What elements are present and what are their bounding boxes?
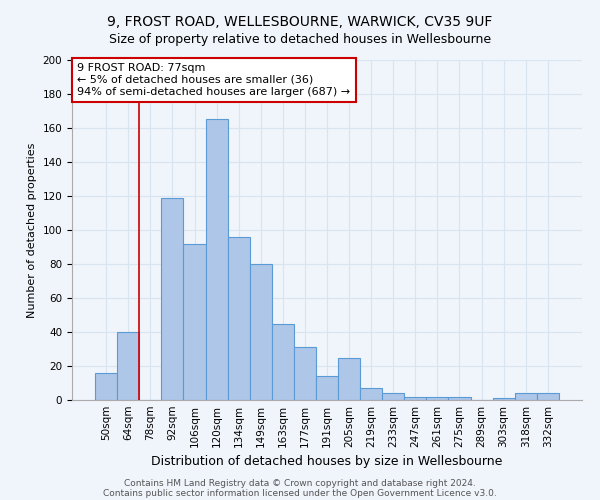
X-axis label: Distribution of detached houses by size in Wellesbourne: Distribution of detached houses by size … xyxy=(151,456,503,468)
Text: 9 FROST ROAD: 77sqm
← 5% of detached houses are smaller (36)
94% of semi-detache: 9 FROST ROAD: 77sqm ← 5% of detached hou… xyxy=(77,64,350,96)
Bar xyxy=(427,396,448,400)
Bar xyxy=(382,393,404,400)
Bar xyxy=(294,348,316,400)
Bar xyxy=(184,244,206,400)
Bar xyxy=(493,398,515,400)
Bar xyxy=(95,373,117,400)
Bar xyxy=(515,393,537,400)
Text: Contains HM Land Registry data © Crown copyright and database right 2024.: Contains HM Land Registry data © Crown c… xyxy=(124,478,476,488)
Bar xyxy=(316,376,338,400)
Bar xyxy=(206,120,227,400)
Bar xyxy=(272,324,294,400)
Bar xyxy=(360,388,382,400)
Bar xyxy=(448,396,470,400)
Bar xyxy=(537,393,559,400)
Y-axis label: Number of detached properties: Number of detached properties xyxy=(27,142,37,318)
Bar xyxy=(227,237,250,400)
Text: Size of property relative to detached houses in Wellesbourne: Size of property relative to detached ho… xyxy=(109,32,491,46)
Bar xyxy=(404,396,427,400)
Bar xyxy=(161,198,184,400)
Bar xyxy=(250,264,272,400)
Text: Contains public sector information licensed under the Open Government Licence v3: Contains public sector information licen… xyxy=(103,488,497,498)
Bar xyxy=(338,358,360,400)
Bar xyxy=(117,332,139,400)
Text: 9, FROST ROAD, WELLESBOURNE, WARWICK, CV35 9UF: 9, FROST ROAD, WELLESBOURNE, WARWICK, CV… xyxy=(107,15,493,29)
